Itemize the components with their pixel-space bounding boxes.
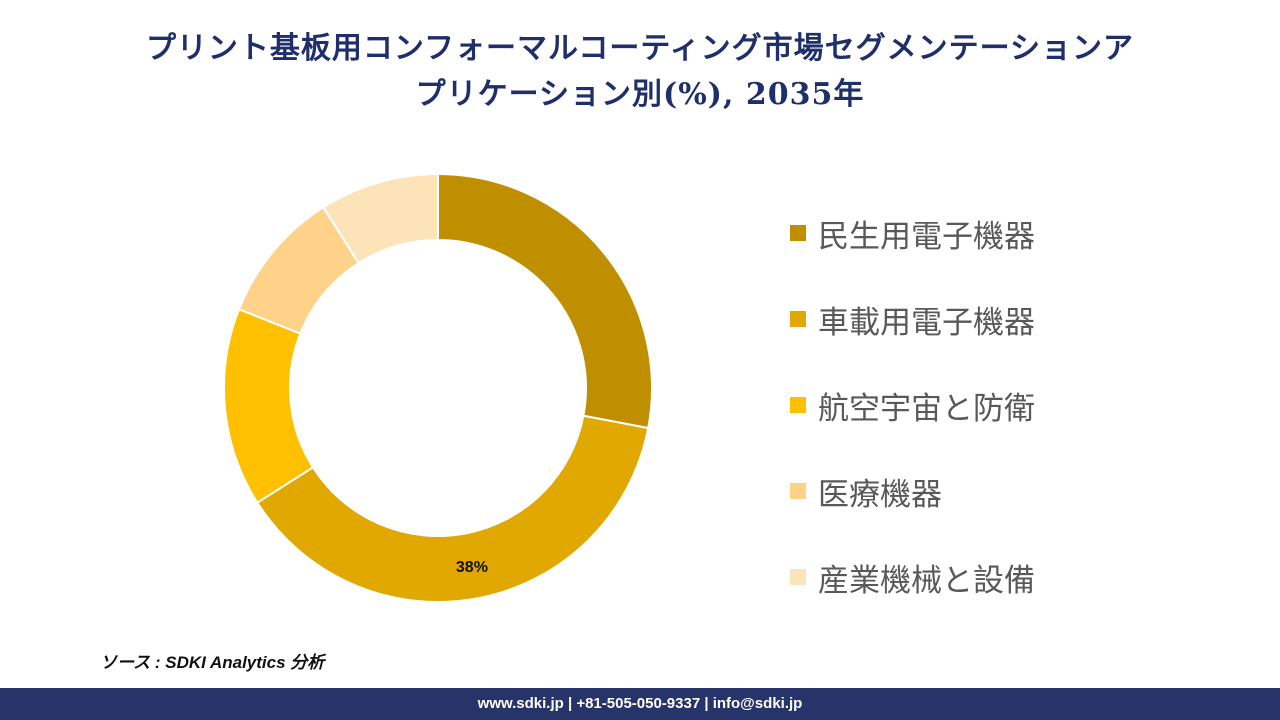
legend-label: 民生用電子機器 — [818, 218, 1035, 255]
legend-swatch — [790, 225, 806, 241]
legend-item: 産業機械と設備 — [790, 534, 1035, 620]
legend-item: 車載用電子機器 — [790, 276, 1035, 362]
legend-item: 医療機器 — [790, 448, 1035, 534]
source-note: ソース : SDKI Analytics 分析 — [100, 653, 325, 672]
legend-swatch — [790, 483, 806, 499]
chart-title-line-2: プリケーション別(%), 2035年 — [415, 77, 865, 112]
donut-slice — [255, 414, 650, 603]
donut-slice — [437, 172, 653, 430]
legend-swatch — [790, 311, 806, 327]
footer-bar: www.sdki.jp | +81-505-050-9337 | info@sd… — [0, 688, 1280, 720]
donut-slice — [321, 172, 439, 265]
chart-title-line-1: プリント基板用コンフォーマルコーティング市場セグメンテーションア — [145, 31, 1135, 66]
donut-chart: 38% — [223, 172, 653, 603]
legend-label: 医療機器 — [818, 476, 942, 513]
legend-swatch — [790, 569, 806, 585]
chart-title: プリント基板用コンフォーマルコーティング市場セグメンテーションア プリケーション… — [40, 26, 1240, 118]
chart-legend: 民生用電子機器 車載用電子機器 航空宇宙と防衛 医療機器 産業機械と設備 — [790, 190, 1035, 620]
legend-label: 航空宇宙と防衛 — [818, 390, 1035, 427]
legend-label: 産業機械と設備 — [818, 562, 1035, 599]
legend-label: 車載用電子機器 — [818, 304, 1035, 341]
legend-swatch — [790, 397, 806, 413]
slice-data-label: 38% — [456, 559, 488, 576]
legend-item: 民生用電子機器 — [790, 190, 1035, 276]
legend-item: 航空宇宙と防衛 — [790, 362, 1035, 448]
donut-slice — [223, 307, 315, 505]
